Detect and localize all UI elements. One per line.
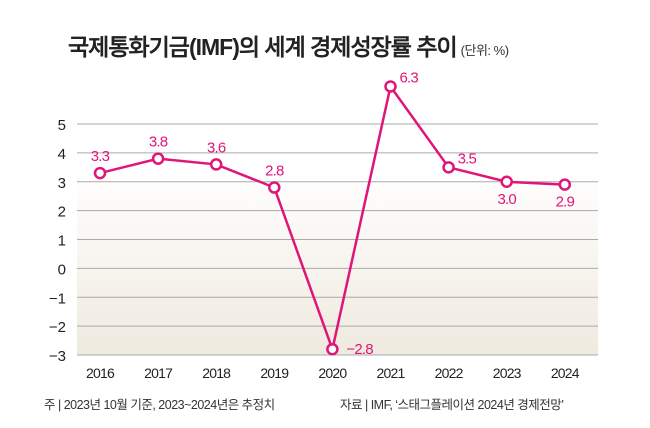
title-text: 국제통화기금(IMF)의 세계 경제성장률 추이	[68, 34, 458, 60]
data-label: 6.3	[400, 69, 419, 86]
x-tick-label: 2024	[551, 365, 580, 381]
data-label: −2.8	[346, 341, 373, 358]
data-point	[558, 178, 572, 191]
data-label: 3.3	[91, 148, 110, 165]
x-tick-label: 2016	[86, 365, 115, 381]
unit-label: (단위: %)	[460, 43, 509, 58]
y-tick-label: 1	[58, 233, 66, 250]
y-tick-label: 0	[58, 261, 66, 278]
data-label: 3.5	[458, 150, 477, 167]
data-label: 2.9	[556, 194, 575, 211]
data-label: 3.0	[497, 191, 516, 208]
x-tick-label: 2017	[144, 365, 173, 381]
y-tick-label: 4	[58, 146, 66, 163]
x-tick-label: 2023	[493, 365, 522, 381]
y-tick-label: 5	[58, 117, 66, 134]
data-point	[326, 342, 339, 356]
x-tick-label: 2021	[377, 365, 406, 381]
data-point	[209, 158, 223, 171]
footnote: 주 | 2023년 10월 기준, 2023~2024년은 추정치	[44, 398, 275, 412]
y-tick-label: 2	[58, 204, 66, 221]
data-point	[384, 80, 397, 93]
data-point	[93, 166, 107, 180]
x-tick-label: 2020	[318, 365, 347, 381]
y-tick-label: −2	[49, 319, 66, 336]
data-point	[268, 181, 281, 194]
y-tick-label: −3	[49, 348, 66, 365]
y-tick-label: 3	[58, 175, 66, 192]
data-point	[442, 161, 455, 174]
chart-title: 국제통화기금(IMF)의 세계 경제성장률 추이 (단위: %)	[68, 28, 509, 62]
data-point	[500, 175, 513, 188]
x-tick-label: 2018	[202, 365, 231, 381]
x-tick-label: 2022	[435, 365, 464, 381]
data-label: 3.6	[207, 139, 226, 156]
data-label: 2.8	[265, 163, 284, 180]
data-point	[151, 152, 165, 165]
source-note: 자료 | IMF, ‘스태그플레이션 2024년 경제전망’	[340, 398, 564, 412]
x-tick-label: 2019	[260, 365, 289, 381]
data-label: 3.8	[149, 134, 168, 151]
y-tick-label: −1	[49, 290, 66, 307]
